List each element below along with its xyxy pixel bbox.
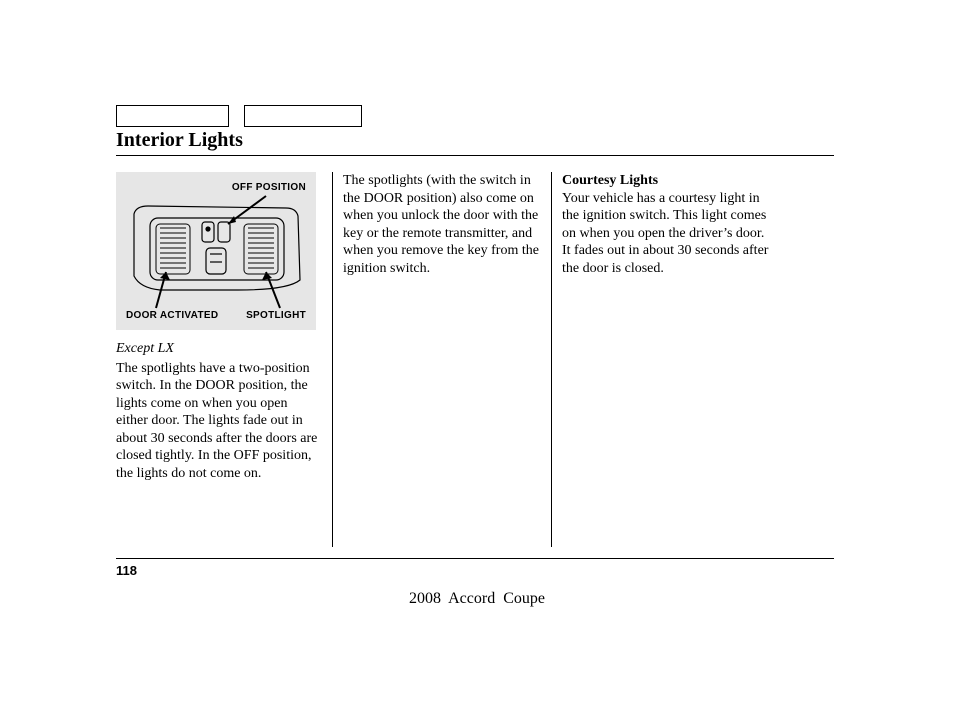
page-title: Interior Lights [116, 129, 243, 152]
column2-paragraph: The spotlights (with the switch in the D… [343, 172, 539, 277]
page-number: 118 [116, 563, 137, 578]
header-box-2 [244, 105, 362, 127]
column-divider-2 [551, 172, 552, 547]
header-box-1 [116, 105, 229, 127]
document-page: Interior Lights OFF POSITION DOOR ACTIVA… [0, 0, 954, 710]
column-1: OFF POSITION DOOR ACTIVATED SPOTLIGHT [116, 172, 322, 492]
footer-rule [116, 558, 834, 559]
trim-note: Except LX [116, 340, 322, 358]
column-2: The spotlights (with the switch in the D… [343, 172, 539, 287]
column-divider-1 [332, 172, 333, 547]
column1-paragraph: The spotlights have a two-position switc… [116, 360, 322, 483]
console-illustration [116, 172, 316, 330]
column3-heading: Courtesy Lights [562, 172, 772, 190]
overhead-console-diagram: OFF POSITION DOOR ACTIVATED SPOTLIGHT [116, 172, 316, 330]
column3-paragraph: Your vehicle has a courtesy light in the… [562, 190, 772, 278]
title-rule [116, 155, 834, 156]
footer-text: 2008 Accord Coupe [0, 590, 954, 608]
column-3: Courtesy Lights Your vehicle has a court… [562, 172, 772, 287]
